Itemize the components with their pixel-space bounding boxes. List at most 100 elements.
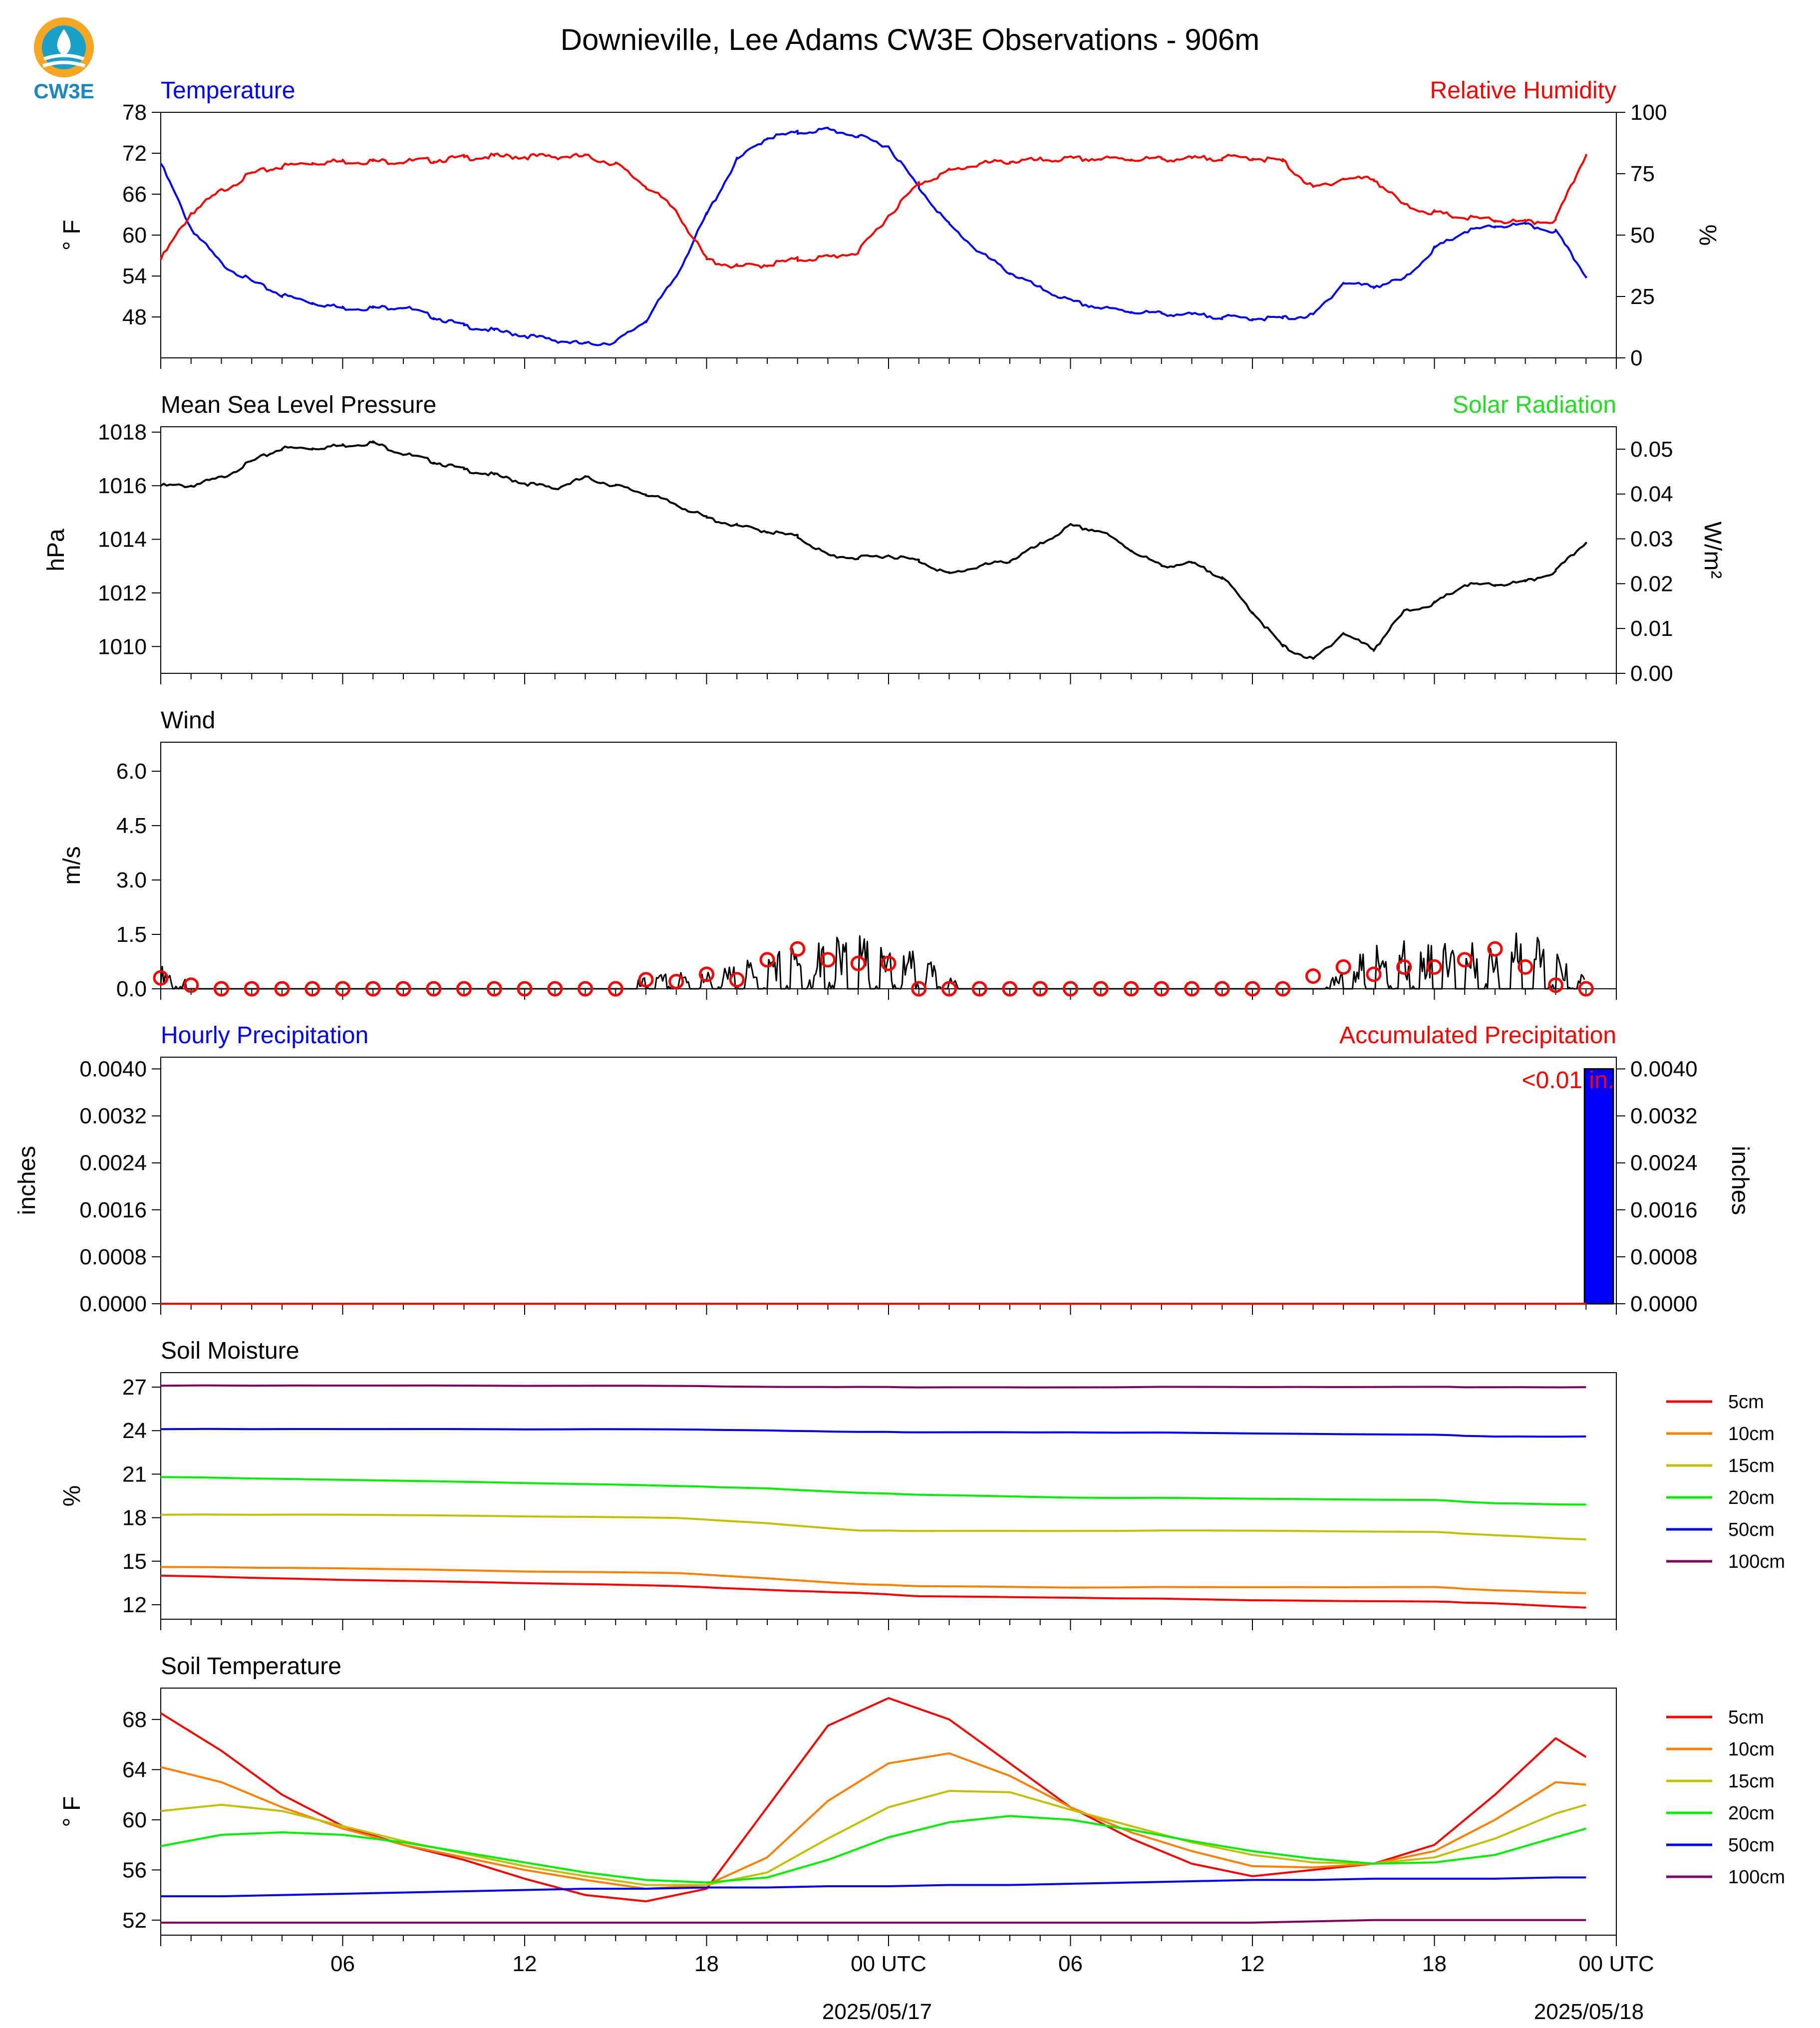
panel-frame-6	[160, 1688, 1617, 1936]
wind-hourly-marker	[881, 955, 897, 971]
pressure-y-tick-label: 1016	[98, 474, 147, 498]
panel-frame-5	[160, 1372, 1617, 1620]
temperature-y-tick-label: 60	[122, 223, 147, 248]
soil-temperature-y-tick-label: 64	[122, 1757, 147, 1782]
accum-precip-title: Accumulated Precipitation	[1339, 1022, 1616, 1049]
x-tick-label: 18	[1422, 1952, 1447, 1976]
soil-moisture-line-50cm	[160, 1428, 1586, 1438]
soil-temperature-legend-label-50cm: 50cm	[1728, 1835, 1775, 1856]
soil-temperature-y-tick-label: 68	[122, 1708, 147, 1732]
precip-left-y-tick-label: 0.0016	[79, 1198, 147, 1222]
soil-moisture-ylabel: %	[59, 1485, 85, 1507]
wind-hourly-marker	[1063, 981, 1078, 997]
soil-temperature-ylabel: ° F	[59, 1796, 85, 1827]
wind-hourly-marker	[1305, 968, 1321, 984]
temperature-ylabel: ° F	[59, 220, 85, 251]
wind-hourly-marker	[1275, 981, 1291, 997]
wind-hourly-marker	[1093, 981, 1109, 997]
wind-hourly-marker	[1517, 959, 1533, 975]
soil-moisture-y-tick-label: 27	[122, 1375, 147, 1400]
wind-hourly-marker	[1578, 981, 1594, 997]
soil-moisture-y-tick-label: 12	[122, 1593, 147, 1617]
humidity-y-tick-label: 25	[1630, 285, 1655, 309]
pressure-ylabel: hPa	[43, 529, 69, 572]
wind-y-tick-label: 4.5	[116, 814, 147, 838]
soil-moisture-title: Soil Moisture	[161, 1338, 299, 1364]
soil-temperature-legend-label-100cm: 100cm	[1728, 1867, 1785, 1888]
solar-title: Solar Radiation	[1453, 392, 1616, 418]
wind-hourly-marker	[214, 981, 229, 997]
soil-temperature-legend-label-15cm: 15cm	[1728, 1771, 1775, 1792]
soil-moisture-y-tick-label: 21	[122, 1462, 147, 1486]
soil-moisture-legend-label-10cm: 10cm	[1728, 1424, 1775, 1445]
wind-hourly-marker	[395, 981, 411, 997]
temperature-line	[160, 126, 1587, 346]
logo-text: CW3E	[33, 79, 94, 103]
panel-frame-4	[160, 1057, 1617, 1304]
wind-y-tick-label: 1.5	[116, 922, 147, 947]
wind-hourly-marker	[1184, 981, 1200, 997]
x-tick-label: 00 UTC	[1578, 1952, 1654, 1976]
humidity-ylabel: %	[1694, 225, 1721, 246]
wind-panel: 6.0 4.5 3.0 1.5 0.0 Wind m/s	[59, 707, 1617, 1001]
date-label-1: 2025/05/17	[822, 2000, 932, 2024]
temperature-y-tick-label: 66	[122, 182, 147, 207]
x-tick-label: 12	[1240, 1952, 1265, 1976]
panel-frame-3	[160, 742, 1617, 989]
wind-hourly-marker	[971, 981, 987, 997]
wind-hourly-marker	[1487, 941, 1503, 957]
precip-left-y-tick-label: 0.0024	[79, 1151, 147, 1175]
wind-hourly-marker	[668, 973, 684, 989]
soil-moisture-y-tick-label: 18	[122, 1506, 147, 1530]
soil-temperature-line-5cm	[160, 1697, 1587, 1903]
soil-temperature-legend-label-10cm: 10cm	[1728, 1739, 1775, 1760]
page-title: Downieville, Lee Adams CW3E Observations…	[561, 23, 1260, 56]
soil-temperature-line-10cm	[160, 1752, 1586, 1890]
wind-hourly-marker	[183, 977, 199, 993]
date-label-2: 2025/05/18	[1534, 2000, 1644, 2024]
wind-hourly-marker	[820, 952, 836, 968]
wind-hourly-marker	[850, 955, 866, 971]
wind-hourly-marker	[607, 981, 623, 997]
precip-left-y-tick-label: 0.0032	[79, 1104, 147, 1129]
wind-hourly-marker	[790, 941, 806, 957]
wind-hourly-marker	[304, 981, 320, 997]
pressure-y-tick-label: 1014	[98, 528, 147, 552]
precip-right-y-tick-label: 0.0008	[1630, 1245, 1698, 1269]
wind-hourly-marker	[941, 981, 957, 997]
soil-temperature-y-tick-label: 56	[122, 1858, 147, 1882]
wind-hourly-marker	[517, 981, 533, 997]
precip-left-ylabel: inches	[14, 1146, 40, 1215]
wind-hourly-marker	[578, 981, 593, 997]
wind-hourly-marker	[1548, 977, 1563, 993]
temperature-y-tick-label: 72	[122, 141, 147, 166]
soil-moisture-legend-label-15cm: 15cm	[1728, 1455, 1775, 1476]
wind-hourly-marker	[1427, 959, 1442, 975]
soil-moisture-line-20cm	[160, 1476, 1586, 1506]
humidity-y-tick-label: 75	[1630, 162, 1655, 186]
humidity-y-tick-label: 0	[1630, 346, 1642, 370]
soil-moisture-legend-label-20cm: 20cm	[1728, 1487, 1775, 1508]
precip-right-y-tick-label: 0.0016	[1630, 1198, 1698, 1222]
soil-temperature-line-20cm	[160, 1815, 1586, 1884]
pressure-solar-panel: 1018 1016 1014 1012 1010 0.05 0.04 0.03 0.02 0.01…	[43, 392, 1726, 686]
precip-right-y-tick-label: 0.0000	[1630, 1292, 1698, 1316]
wind-hourly-marker	[1214, 981, 1230, 997]
precip-right-y-tick-label: 0.0032	[1630, 1104, 1698, 1129]
wind-y-tick-label: 3.0	[116, 868, 147, 892]
wind-hourly-marker	[1154, 981, 1170, 997]
wind-ylabel: m/s	[59, 846, 85, 884]
wind-hourly-marker	[1366, 966, 1382, 982]
soil-temperature-y-tick-label: 52	[122, 1908, 147, 1933]
x-tick-label: 06	[1058, 1952, 1083, 1976]
wind-hourly-marker	[1244, 981, 1260, 997]
precip-left-y-tick-label: 0.0040	[79, 1057, 147, 1082]
soil-moisture-line-15cm	[160, 1513, 1586, 1541]
wind-hourly-marker	[365, 981, 381, 997]
precip-right-ylabel: inches	[1727, 1146, 1753, 1215]
wind-hourly-marker	[456, 981, 472, 997]
temperature-y-tick-label: 48	[122, 305, 147, 329]
temperature-humidity-panel: 78 72 66 60 54 48 100 75 50 25 0 Temperature Relativ…	[59, 77, 1721, 370]
panel-frame-2	[160, 426, 1617, 674]
precip-left-y-tick-label: 0.0008	[79, 1245, 147, 1269]
